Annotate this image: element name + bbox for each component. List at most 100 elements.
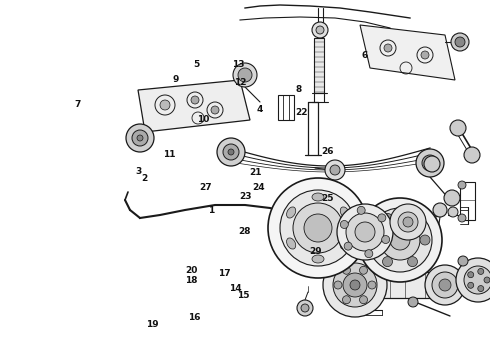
Circle shape [228, 149, 234, 155]
Circle shape [223, 144, 239, 160]
Circle shape [478, 285, 484, 292]
Circle shape [312, 22, 328, 38]
Text: 7: 7 [74, 100, 81, 109]
Text: 28: 28 [238, 227, 250, 236]
Circle shape [433, 203, 447, 217]
Text: 19: 19 [146, 320, 158, 329]
Circle shape [325, 160, 345, 180]
Text: 17: 17 [218, 269, 231, 278]
Circle shape [468, 282, 474, 288]
Text: 12: 12 [234, 78, 246, 87]
Circle shape [341, 220, 348, 229]
Circle shape [350, 280, 360, 290]
Circle shape [297, 300, 313, 316]
Text: 27: 27 [199, 183, 212, 192]
Text: 1: 1 [208, 206, 214, 215]
Ellipse shape [287, 207, 296, 218]
Circle shape [384, 44, 392, 52]
Circle shape [301, 304, 309, 312]
Ellipse shape [312, 193, 324, 201]
Circle shape [464, 147, 480, 163]
Circle shape [346, 213, 384, 251]
Circle shape [383, 213, 392, 223]
Circle shape [455, 37, 465, 47]
Circle shape [333, 263, 377, 307]
Text: 16: 16 [188, 313, 200, 322]
Circle shape [432, 272, 458, 298]
Circle shape [268, 178, 368, 278]
Polygon shape [360, 25, 455, 80]
Circle shape [456, 258, 490, 302]
Circle shape [238, 68, 252, 82]
Circle shape [343, 266, 350, 274]
Bar [278, 95, 294, 120]
Circle shape [439, 279, 451, 291]
Text: 25: 25 [321, 194, 334, 203]
Circle shape [450, 120, 466, 136]
Circle shape [355, 222, 375, 242]
Text: 22: 22 [295, 108, 308, 117]
Circle shape [408, 297, 418, 307]
Circle shape [408, 257, 417, 267]
Circle shape [408, 213, 417, 223]
Text: 10: 10 [197, 115, 210, 124]
Circle shape [334, 281, 342, 289]
Circle shape [421, 51, 429, 59]
Circle shape [390, 204, 426, 240]
Circle shape [458, 181, 466, 189]
Circle shape [368, 281, 376, 289]
Text: 26: 26 [321, 148, 334, 156]
Circle shape [468, 272, 474, 278]
Circle shape [343, 273, 367, 297]
Circle shape [132, 130, 148, 146]
Text: 3: 3 [136, 166, 142, 175]
Circle shape [304, 214, 332, 242]
Text: 20: 20 [185, 266, 197, 275]
Circle shape [318, 185, 342, 209]
Circle shape [448, 207, 458, 217]
Circle shape [378, 214, 386, 222]
Circle shape [484, 277, 490, 283]
Circle shape [368, 208, 432, 272]
Ellipse shape [287, 238, 296, 249]
Circle shape [451, 33, 469, 51]
Circle shape [458, 214, 466, 222]
Circle shape [425, 265, 465, 305]
Circle shape [217, 138, 245, 166]
Circle shape [137, 135, 143, 141]
Circle shape [211, 106, 219, 114]
Circle shape [160, 100, 170, 110]
Circle shape [293, 203, 343, 253]
Circle shape [398, 212, 418, 232]
Text: 8: 8 [296, 85, 302, 94]
Text: 15: 15 [237, 292, 250, 300]
Circle shape [365, 250, 373, 258]
Circle shape [344, 242, 352, 250]
Ellipse shape [312, 255, 324, 263]
Circle shape [464, 266, 490, 294]
Circle shape [403, 217, 413, 227]
Circle shape [330, 165, 340, 175]
Text: 11: 11 [163, 150, 175, 159]
Text: 6: 6 [362, 51, 368, 60]
Polygon shape [138, 80, 250, 132]
Text: 18: 18 [185, 276, 197, 284]
Circle shape [360, 296, 368, 304]
Bar [460, 182, 475, 220]
Bar [314, 38, 324, 93]
Ellipse shape [340, 207, 349, 218]
Circle shape [323, 190, 337, 204]
Circle shape [478, 269, 484, 274]
Circle shape [422, 155, 438, 171]
Text: 23: 23 [239, 192, 251, 201]
Circle shape [380, 220, 420, 260]
Text: 5: 5 [193, 60, 199, 69]
Circle shape [126, 124, 154, 152]
Circle shape [337, 204, 393, 260]
Circle shape [383, 257, 392, 267]
Circle shape [427, 160, 433, 166]
Text: 9: 9 [172, 75, 179, 84]
Circle shape [233, 63, 257, 87]
Ellipse shape [340, 238, 349, 249]
Circle shape [458, 256, 468, 266]
